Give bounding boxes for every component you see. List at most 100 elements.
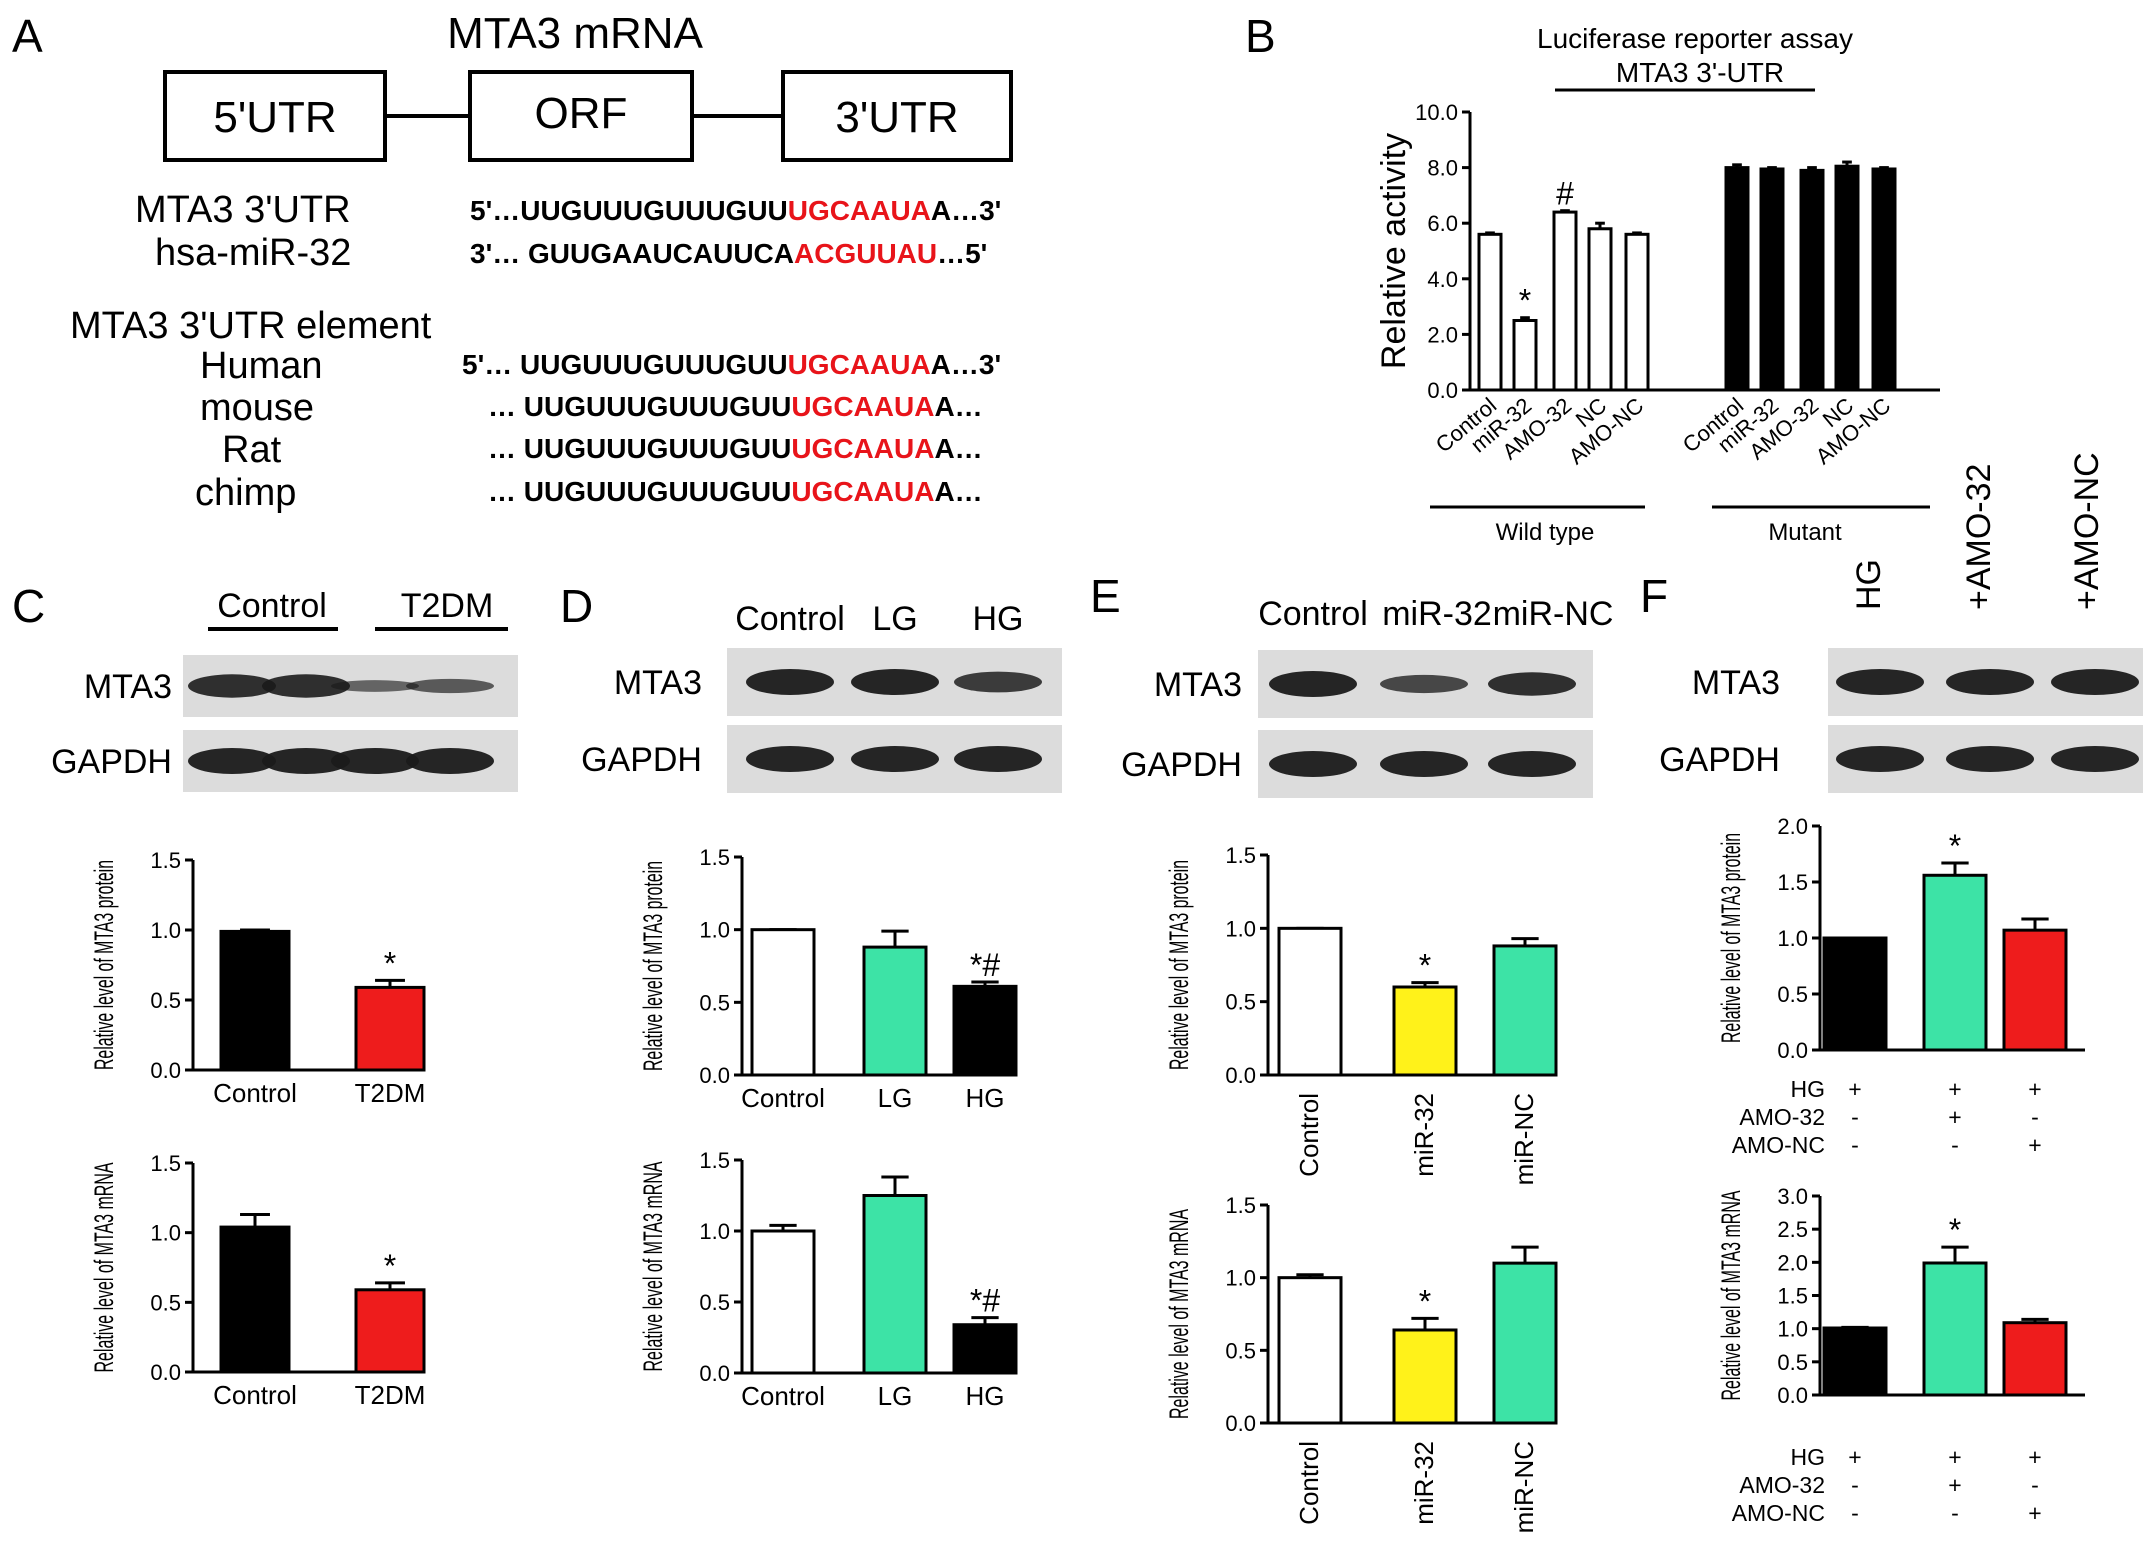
y-tick-label: 0.0	[1777, 1038, 1808, 1063]
bar	[354, 985, 426, 1072]
blot-band	[1946, 669, 2034, 695]
blot-lane-label: +AMO-NC	[2068, 452, 2106, 610]
y-tick-label: 0.5	[150, 988, 181, 1013]
chart-c-protein: 0.0 0.5 1.0 1.5 Relative level of MTA3 prote…	[89, 848, 426, 1108]
y-tick-label: 1.5	[699, 1148, 730, 1173]
species-sequence: … UUGUUUGUUUGUUUGCAAUAA…	[488, 433, 983, 464]
bar	[1822, 1326, 1888, 1397]
sequence-part: UGCAAUA	[791, 433, 934, 464]
y-tick-label: 1.5	[699, 845, 730, 870]
blot-band	[1380, 751, 1468, 777]
blot-band	[2051, 669, 2139, 695]
sequence-part: 3'… GUUGAAUCAUUCA	[470, 238, 794, 269]
panel-letter-e: E	[1090, 570, 1121, 622]
x-tick-label: T2DM	[355, 1078, 426, 1108]
blot-band	[406, 748, 494, 774]
treatment-sign: +	[1948, 1444, 1961, 1470]
blot-lane-label: T2DM	[401, 587, 494, 625]
y-tick-label: 2.0	[1427, 322, 1458, 347]
blot-band	[1269, 671, 1357, 697]
x-tick-label: Control	[1294, 1441, 1324, 1525]
y-tick-label: 1.0	[699, 918, 730, 943]
blot-band	[2051, 746, 2139, 772]
bar	[1834, 164, 1860, 392]
bar	[1922, 873, 1988, 1052]
x-tick-label: HG	[966, 1083, 1005, 1113]
blot-row-label: MTA3	[614, 664, 702, 702]
species-sequence: … UUGUUUGUUUGUUUGCAAUAA…	[488, 391, 983, 422]
bar	[1492, 944, 1558, 1077]
blot-panel-e: Control miR-32 miR-NC MTA3 GAPDH	[1121, 595, 1613, 798]
element-title: MTA3 3'UTR element	[70, 305, 432, 347]
y-tick-label: 6.0	[1427, 211, 1458, 236]
treatment-sign: -	[1851, 1104, 1859, 1130]
blot-lane-label: Control	[1258, 595, 1368, 633]
alignment-sequence: 3'… GUUGAAUCAUUCAACGUUAU…5'	[470, 238, 987, 269]
blot-lane-label: Control	[217, 587, 327, 625]
x-tick-label: LG	[878, 1083, 913, 1113]
significance-mark: *	[1419, 948, 1431, 984]
mrna-title: MTA3 mRNA	[447, 9, 704, 58]
x-tick-label: miR-32	[1409, 1441, 1439, 1525]
y-axis-label: Relative level of MTA3 mRNA	[1716, 1191, 1746, 1401]
x-tick-label: AMO-NC	[1564, 393, 1648, 470]
bar	[1277, 1276, 1343, 1425]
y-axis-label: Relative level of MTA3 mRNA	[89, 1163, 119, 1373]
x-tick-label: miR-32	[1409, 1093, 1439, 1177]
treatment-sign: -	[1851, 1472, 1859, 1498]
bar	[1922, 1261, 1988, 1397]
blot-band	[331, 680, 419, 692]
y-tick-label: 0.0	[1225, 1411, 1256, 1436]
bar	[1492, 1261, 1558, 1425]
sequence-part: A…	[934, 391, 982, 422]
y-tick-label: 1.0	[1225, 1266, 1256, 1291]
blot-row-label: GAPDH	[1659, 741, 1780, 779]
bar	[219, 1225, 291, 1374]
significance-mark: *	[1949, 1212, 1961, 1248]
y-axis-label: Relative level of MTA3 protein	[638, 861, 668, 1071]
y-axis-label: Relative level of MTA3 mRNA	[638, 1162, 668, 1372]
blot-band	[331, 748, 419, 774]
y-tick-label: 0.0	[699, 1063, 730, 1088]
blot-lane-label: HG	[973, 600, 1024, 638]
panel-letter-d: D	[560, 580, 593, 632]
x-tick-label: HG	[966, 1381, 1005, 1411]
blot-row-label: GAPDH	[1121, 746, 1242, 784]
treatment-sign: -	[1951, 1500, 1959, 1526]
y-tick-label: 0.0	[1225, 1063, 1256, 1088]
treatment-label: AMO-32	[1739, 1104, 1825, 1130]
treatment-sign: -	[2031, 1104, 2039, 1130]
panel-letter-a: A	[12, 10, 43, 62]
species-label: chimp	[195, 472, 296, 514]
treatment-sign: -	[2031, 1472, 2039, 1498]
bar	[1799, 168, 1825, 392]
treatment-sign: +	[1848, 1444, 1861, 1470]
bar	[1724, 166, 1750, 392]
significance-mark: *	[1949, 828, 1961, 864]
bar	[750, 1229, 816, 1375]
sequence-part: A…	[934, 433, 982, 464]
y-axis-label: Relative level of MTA3 protein	[1716, 833, 1746, 1043]
y-tick-label: 0.5	[150, 1290, 181, 1315]
x-tick-label: Control	[1294, 1093, 1324, 1177]
y-tick-label: 1.5	[1225, 843, 1256, 868]
blot-band	[188, 674, 276, 698]
bar	[1587, 227, 1613, 392]
treatment-sign: +	[1848, 1076, 1861, 1102]
blot-panel-d: Control LG HG MTA3 GAPDH	[581, 600, 1062, 793]
sequence-part: 5'… UUGUUUGUUUGUU	[462, 349, 788, 380]
blot-panel-f: HG +AMO-32 +AMO-NC MTA3 GAPDH	[1659, 452, 2143, 793]
x-tick-label: T2DM	[355, 1380, 426, 1410]
y-tick-label: 1.0	[699, 1219, 730, 1244]
y-tick-label: 0.0	[699, 1361, 730, 1386]
blot-panel-c: Control T2DM MTA3 GAPDH	[51, 587, 518, 792]
y-tick-label: 0.5	[699, 1290, 730, 1315]
significance-mark: *	[384, 1248, 396, 1284]
blot-band	[1269, 751, 1357, 777]
alignment-label: hsa-miR-32	[155, 232, 351, 274]
y-tick-label: 1.0	[1225, 916, 1256, 941]
bar	[1871, 167, 1897, 392]
chart-d-mrna: 0.0 0.5 1.0 1.5 Relative level of MTA3 mRNA C…	[638, 1148, 1018, 1411]
bar	[750, 928, 816, 1077]
treatment-sign: +	[1948, 1104, 1961, 1130]
